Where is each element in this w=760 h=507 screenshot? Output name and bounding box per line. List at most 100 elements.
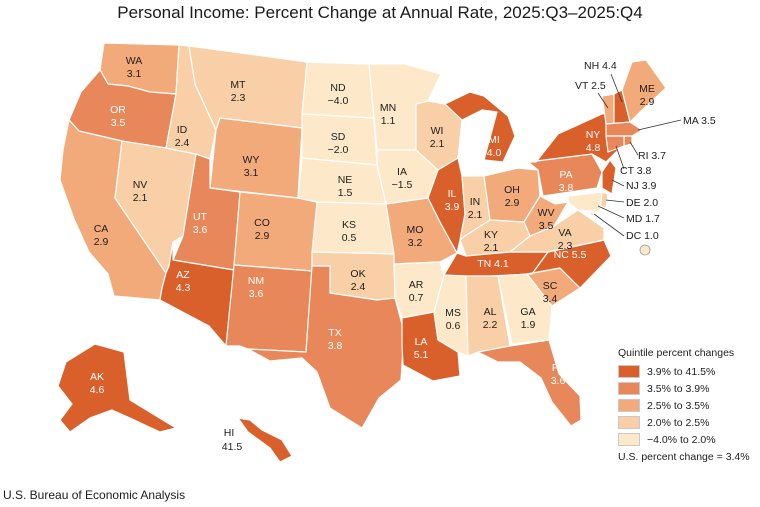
state-value-fl: 3.6: [551, 375, 566, 387]
state-value-la: 5.1: [414, 349, 429, 361]
state-value-va: 2.3: [558, 240, 573, 252]
state-value-ga: 1.9: [521, 319, 536, 331]
state-shape-mi: [444, 91, 516, 163]
state-abbr-wa: WA: [126, 55, 143, 67]
state-abbr-mi: MI: [488, 134, 500, 146]
legend: Quintile percent changes 3.9% to 41.5% 3.…: [618, 347, 758, 463]
state-abbr-ca: CA: [94, 223, 109, 235]
state-value-nd: −4.0: [328, 95, 349, 107]
legend-item: 2.5% to 3.5%: [618, 397, 758, 414]
state-label-de: DE 2.0: [626, 197, 658, 209]
state-value-sd: −2.0: [328, 144, 349, 156]
state-value-ms: 0.6: [446, 320, 461, 332]
state-value-wi: 2.1: [430, 138, 445, 150]
leader-line-nh: [610, 73, 623, 103]
state-value-mo: 3.2: [408, 237, 423, 249]
legend-item: 2.0% to 2.5%: [618, 414, 758, 431]
state-shape-ny: [527, 111, 619, 163]
state-abbr-id: ID: [177, 124, 188, 136]
state-shape-ri: [623, 135, 633, 147]
leader-line-ri: [629, 141, 639, 156]
state-label-md: MD 1.7: [626, 213, 660, 225]
state-abbr-mo: MO: [407, 224, 424, 236]
state-abbr-ms: MS: [445, 307, 461, 319]
state-label-vt: VT 2.5: [575, 80, 606, 92]
state-value-ks: 0.5: [342, 232, 357, 244]
legend-label: −4.0% to 2.0%: [647, 433, 716, 446]
state-value-wy: 3.1: [244, 167, 259, 179]
legend-swatch: [618, 416, 640, 429]
state-value-ia: −1.5: [392, 179, 413, 191]
state-shape-ga: [497, 273, 553, 345]
leader-line-vt: [597, 92, 609, 109]
legend-swatch: [618, 399, 640, 412]
state-abbr-ny: NY: [586, 129, 601, 141]
state-value-ut: 3.6: [193, 224, 208, 236]
leader-line-ct: [615, 145, 625, 170]
legend-label: 3.9% to 41.5%: [647, 365, 716, 378]
state-shape-tx: [247, 265, 405, 429]
state-value-ar: 0.7: [409, 292, 424, 304]
state-abbr-nd: ND: [330, 82, 346, 94]
state-abbr-ok: OK: [350, 268, 365, 280]
state-abbr-wi: WI: [431, 125, 444, 137]
legend-item: 3.9% to 41.5%: [618, 363, 758, 380]
state-label-nj: NJ 3.9: [626, 180, 657, 192]
state-shape-hi: [237, 417, 293, 463]
state-value-hi: 41.5: [222, 441, 243, 453]
state-abbr-ga: GA: [520, 306, 535, 318]
state-value-nv: 2.1: [133, 192, 148, 204]
state-abbr-hi: HI: [224, 427, 235, 439]
state-value-mt: 2.3: [231, 92, 246, 104]
state-abbr-sc: SC: [543, 280, 558, 292]
state-shape-dc: [589, 211, 595, 217]
state-abbr-fl: FL: [552, 362, 564, 374]
state-shape-ma: [605, 121, 643, 137]
state-value-mi: 4.0: [487, 147, 502, 159]
state-shape-md: [567, 191, 603, 213]
state-shape-nj: [601, 159, 617, 195]
leader-line-de: [605, 199, 625, 203]
state-abbr-co: CO: [254, 217, 270, 229]
state-abbr-wv: WV: [538, 207, 555, 219]
legend-label: 3.5% to 3.9%: [647, 382, 710, 395]
state-value-or: 3.5: [111, 117, 126, 129]
state-abbr-mt: MT: [230, 79, 246, 91]
state-value-tx: 3.8: [328, 340, 343, 352]
state-abbr-mn: MN: [380, 102, 396, 114]
legend-swatch: [618, 433, 640, 446]
state-value-me: 2.9: [640, 96, 655, 108]
state-abbr-sd: SD: [331, 131, 346, 143]
state-shape-wi: [415, 100, 463, 171]
state-value-ca: 2.9: [94, 236, 109, 248]
state-label-dc: DC 1.0: [626, 230, 659, 242]
state-abbr-ak: AK: [90, 371, 104, 383]
legend-item: 3.5% to 3.9%: [618, 380, 758, 397]
state-abbr-ks: KS: [342, 219, 356, 231]
state-abbr-nv: NV: [133, 179, 148, 191]
state-value-nm: 3.6: [249, 288, 264, 300]
state-label-ri: RI 3.7: [638, 150, 666, 162]
state-value-il: 3.9: [445, 201, 460, 213]
state-value-ak: 4.6: [90, 384, 105, 396]
source-credit: U.S. Bureau of Economic Analysis: [3, 488, 186, 502]
state-abbr-ut: UT: [193, 211, 208, 223]
state-shape-ak: [57, 343, 177, 433]
state-abbr-ia: IA: [397, 166, 407, 178]
state-abbr-la: LA: [415, 336, 428, 348]
state-value-pa: 3.8: [559, 182, 574, 194]
leader-line-md: [597, 205, 625, 219]
legend-label: 2.5% to 3.5%: [647, 399, 710, 412]
state-label-nc: NC 5.5: [554, 249, 587, 261]
state-abbr-me: ME: [639, 83, 655, 95]
state-value-ne: 1.5: [338, 187, 353, 199]
state-abbr-ky: KY: [484, 229, 498, 241]
leader-line-dc: [593, 213, 625, 237]
state-shape-fl: [477, 339, 582, 427]
state-value-mn: 1.1: [381, 115, 396, 127]
leader-line-ma: [637, 119, 682, 131]
state-value-az: 4.3: [176, 282, 191, 294]
state-shape-co: [233, 191, 318, 272]
state-abbr-va: VA: [558, 227, 571, 239]
state-abbr-or: OR: [110, 104, 126, 116]
